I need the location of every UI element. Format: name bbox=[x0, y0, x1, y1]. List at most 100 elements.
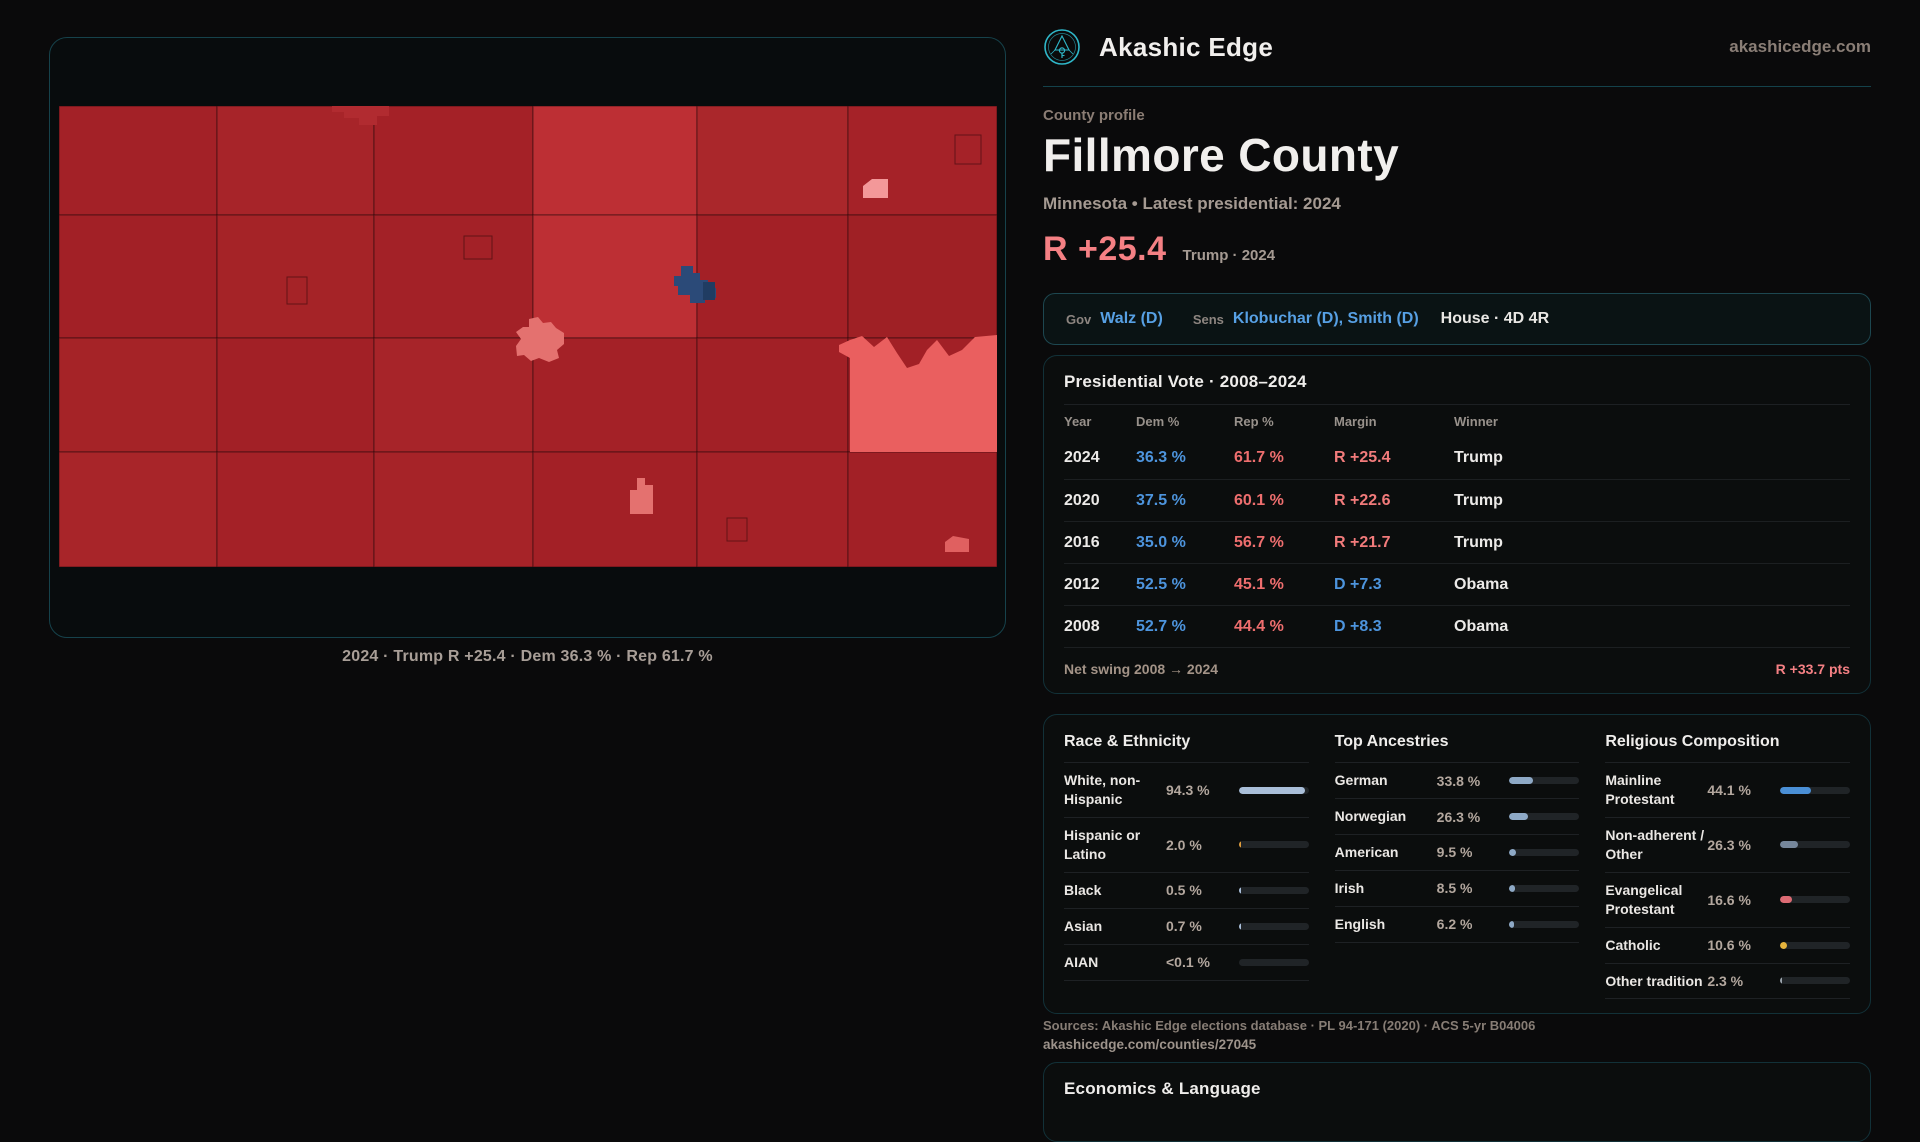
demographic-row: White, non-Hispanic 94.3 % bbox=[1064, 763, 1309, 819]
vote-year: 2016 bbox=[1064, 533, 1100, 551]
header-divider bbox=[1043, 86, 1871, 87]
gov-link[interactable]: Walz (D) bbox=[1100, 310, 1163, 328]
ancestries-rows: German 33.8 % Norwegian 26.3 % American … bbox=[1334, 763, 1580, 943]
stat-bar bbox=[1780, 841, 1850, 849]
demographic-label: Mainline Protestant bbox=[1605, 772, 1675, 808]
demographic-row: Evangelical Protestant 16.6 % bbox=[1605, 873, 1850, 928]
demographic-value: 26.3 % bbox=[1436, 808, 1481, 825]
demographic-row: German 33.8 % bbox=[1334, 763, 1580, 800]
vote-table-header: Year Dem % Rep % Margin Winner bbox=[1064, 405, 1850, 437]
stat-bar-fill bbox=[1509, 848, 1516, 856]
stat-bar-fill bbox=[1780, 941, 1788, 949]
county-map-panel bbox=[49, 37, 1006, 638]
demographic-row: Black 0.5 % bbox=[1064, 873, 1309, 909]
stat-bar-fill bbox=[1509, 813, 1528, 821]
demographic-row: Mainline Protestant 44.1 % bbox=[1605, 763, 1850, 819]
demographic-row: Irish 8.5 % bbox=[1334, 871, 1580, 907]
demographic-value: 10.6 % bbox=[1707, 937, 1751, 954]
stat-bar bbox=[1780, 786, 1850, 794]
demographic-row: English 6.2 % bbox=[1334, 907, 1580, 943]
stat-bar bbox=[1509, 777, 1580, 785]
vote-table-row[interactable]: 2016 35.0 % 56.7 % R +21.7 Trump bbox=[1064, 521, 1850, 563]
brand-domain-link[interactable]: akashicedge.com bbox=[1729, 37, 1871, 56]
demographic-value: 44.1 % bbox=[1707, 782, 1751, 799]
table-divider bbox=[1064, 404, 1850, 406]
sens-link[interactable]: Klobuchar (D), Smith (D) bbox=[1232, 310, 1419, 328]
net-swing-label: Net swing 2008 → 2024 bbox=[1064, 661, 1219, 678]
race-ethnicity-column: Race & Ethnicity White, non-Hispanic 94.… bbox=[1064, 733, 1309, 999]
map-township-cells bbox=[59, 106, 997, 567]
stat-bar-fill bbox=[1780, 786, 1811, 794]
page-kicker: County profile bbox=[1043, 107, 1145, 124]
col-header-winner: Winner bbox=[1454, 413, 1498, 429]
stat-bar-fill bbox=[1238, 922, 1241, 930]
vote-year: 2008 bbox=[1064, 617, 1100, 635]
vote-table-row[interactable]: 2024 36.3 % 61.7 % R +25.4 Trump bbox=[1064, 437, 1850, 479]
stat-bar-fill bbox=[1509, 920, 1514, 928]
race-ethnicity-rows: White, non-Hispanic 94.3 % Hispanic or L… bbox=[1064, 763, 1309, 981]
vote-margin: R +21.7 bbox=[1334, 533, 1391, 551]
house-delegation: House · 4D 4R bbox=[1440, 310, 1550, 328]
vote-dem-pct: 35.0 % bbox=[1136, 533, 1186, 551]
demographic-label: Other tradition bbox=[1605, 972, 1703, 989]
county-precinct-map[interactable] bbox=[59, 106, 997, 567]
demographic-label: Non-adherent / Other bbox=[1605, 827, 1705, 862]
officials-bar: Gov Walz (D) Sens Klobuchar (D), Smith (… bbox=[1043, 293, 1871, 346]
stat-bar-fill bbox=[1509, 777, 1533, 785]
net-swing-row: Net swing 2008 → 2024 R +33.7 pts bbox=[1064, 647, 1850, 681]
gov-label: Gov bbox=[1066, 311, 1092, 327]
col-header-margin: Margin bbox=[1334, 413, 1377, 429]
stat-bar bbox=[1238, 922, 1309, 930]
headline-margin-row: R +25.4 Trump · 2024 bbox=[1043, 230, 1871, 269]
stat-bar bbox=[1509, 884, 1580, 892]
vote-year: 2020 bbox=[1064, 491, 1100, 509]
sens-label: Sens bbox=[1192, 311, 1224, 327]
vote-table-row[interactable]: 2012 52.5 % 45.1 % D +7.3 Obama bbox=[1064, 563, 1850, 605]
demographic-value: <0.1 % bbox=[1166, 954, 1210, 971]
demographic-label: Hispanic or Latino bbox=[1064, 827, 1141, 862]
net-swing-value: R +33.7 pts bbox=[1775, 661, 1850, 678]
demographic-row: Asian 0.7 % bbox=[1064, 909, 1309, 945]
demographic-value: 26.3 % bbox=[1707, 836, 1751, 853]
stat-bar bbox=[1780, 941, 1850, 949]
stat-bar-fill bbox=[1780, 896, 1792, 904]
demographic-value: 2.3 % bbox=[1707, 972, 1744, 989]
vote-dem-pct: 36.3 % bbox=[1136, 449, 1186, 467]
vote-dem-pct: 52.5 % bbox=[1136, 575, 1186, 593]
presidential-vote-title: Presidential Vote · 2008–2024 bbox=[1064, 372, 1307, 392]
map-highlight-precincts bbox=[332, 106, 997, 552]
akashic-edge-logo-icon[interactable] bbox=[1043, 28, 1081, 66]
demographic-label: Asian bbox=[1064, 917, 1103, 934]
religion-rows: Mainline Protestant 44.1 % Non-adherent … bbox=[1605, 763, 1850, 1000]
vote-winner: Trump bbox=[1454, 491, 1503, 509]
demographic-value: 8.5 % bbox=[1436, 880, 1473, 897]
demographic-value: 0.7 % bbox=[1166, 918, 1202, 935]
vote-margin: D +8.3 bbox=[1334, 617, 1382, 635]
stat-bar bbox=[1780, 977, 1850, 985]
vote-table-row[interactable]: 2020 37.5 % 60.1 % R +22.6 Trump bbox=[1064, 479, 1850, 521]
stat-bar bbox=[1780, 896, 1850, 904]
vote-winner: Trump bbox=[1454, 449, 1503, 467]
brand-name[interactable]: Akashic Edge bbox=[1099, 31, 1274, 62]
headline-margin-context: Trump · 2024 bbox=[1182, 247, 1276, 265]
vote-table-row[interactable]: 2008 52.7 % 44.4 % D +8.3 Obama bbox=[1064, 605, 1850, 647]
map-subdivision-outlines bbox=[286, 134, 982, 542]
vote-table-body: 2024 36.3 % 61.7 % R +25.4 Trump 2020 37… bbox=[1064, 437, 1850, 647]
race-ethnicity-title: Race & Ethnicity bbox=[1064, 733, 1309, 764]
vote-rep-pct: 60.1 % bbox=[1234, 491, 1284, 509]
demographic-value: 2.0 % bbox=[1166, 836, 1202, 853]
permalink[interactable]: akashicedge.com/counties/27045 bbox=[1043, 1037, 1257, 1053]
stat-bar bbox=[1509, 813, 1580, 821]
economics-language-panel: Economics & Language bbox=[1043, 1062, 1871, 1142]
vote-year: 2024 bbox=[1064, 449, 1100, 467]
vote-winner: Obama bbox=[1454, 575, 1509, 593]
presidential-vote-panel: Presidential Vote · 2008–2024 Year Dem %… bbox=[1043, 355, 1871, 695]
demographic-value: 0.5 % bbox=[1166, 882, 1202, 899]
stat-bar bbox=[1509, 848, 1580, 856]
map-caption: 2024 · Trump R +25.4 · Dem 36.3 % · Rep … bbox=[342, 648, 713, 665]
economics-language-title: Economics & Language bbox=[1064, 1079, 1261, 1099]
stat-bar bbox=[1238, 886, 1309, 894]
religion-column: Religious Composition Mainline Protestan… bbox=[1605, 733, 1850, 1000]
demographic-label: Evangelical Protestant bbox=[1605, 881, 1683, 917]
demographic-row: Hispanic or Latino 2.0 % bbox=[1064, 818, 1309, 873]
